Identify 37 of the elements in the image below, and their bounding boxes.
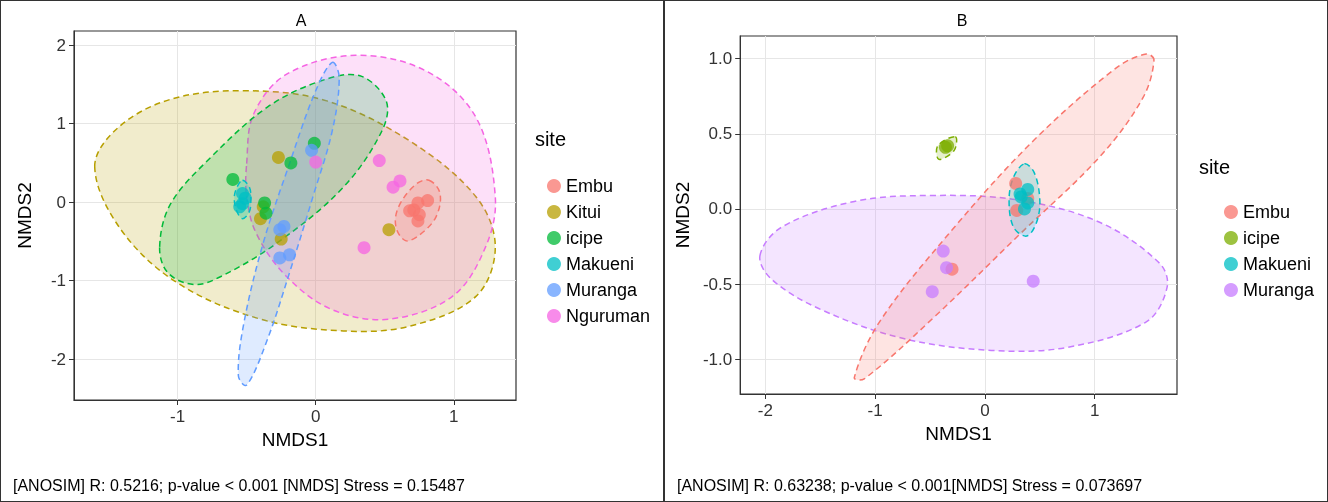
- legend-label: Nguruman: [565, 306, 651, 326]
- x-tick-label: -2: [757, 401, 773, 420]
- legend-title: site: [1198, 156, 1230, 178]
- y-tick-label: 1: [56, 114, 66, 134]
- legend-label: Kitui: [565, 202, 601, 222]
- x-axis-title: NMDS1: [261, 429, 329, 450]
- y-tick-label: 0.5: [708, 124, 733, 144]
- y-axis-title: NMDS2: [14, 182, 35, 249]
- legend-label: Muranga: [1242, 280, 1315, 300]
- x-tick-label: 0: [980, 401, 990, 420]
- y-tick-label: 1.0: [708, 49, 733, 69]
- legend-label: Makueni: [565, 254, 635, 274]
- y-axis-title: NMDS2: [672, 181, 693, 249]
- y-tick-label: 0.0: [708, 199, 733, 219]
- y-tick-label: -2: [50, 349, 66, 369]
- y-tick-label: -1.0: [702, 349, 733, 369]
- text: [ANOSIM] R: 0.5216; p-value < 0.001 [NMDS] Stress = 0.15487: [13, 476, 465, 494]
- x-tick-label: -1: [867, 401, 883, 420]
- legend-label: Embu: [1242, 202, 1290, 222]
- x-tick-label: 1: [1089, 401, 1100, 420]
- text: [ANOSIM] R: 0.63238; p-value < 0.001[NMDS] Stress = 0.073697: [677, 476, 1143, 494]
- legend-label: Makueni: [1242, 254, 1311, 274]
- legend-title: site: [534, 128, 566, 150]
- x-tick-label: 1: [449, 407, 459, 426]
- legend-label: Embu: [565, 176, 613, 196]
- x-tick-label: -1: [170, 407, 186, 426]
- legend-label: icipe: [565, 228, 603, 248]
- legend-label: Muranga: [565, 280, 638, 300]
- chart-title: A: [295, 11, 307, 29]
- y-tick-label: -1: [50, 271, 66, 291]
- chart-title: B: [956, 11, 968, 29]
- y-tick-label: 2: [56, 35, 66, 55]
- y-tick-label: -0.5: [702, 274, 733, 294]
- x-axis-title: NMDS1: [925, 423, 992, 444]
- legend-label: icipe: [1242, 228, 1280, 248]
- y-tick-label: 0: [56, 192, 66, 212]
- x-tick-label: 0: [310, 407, 321, 426]
